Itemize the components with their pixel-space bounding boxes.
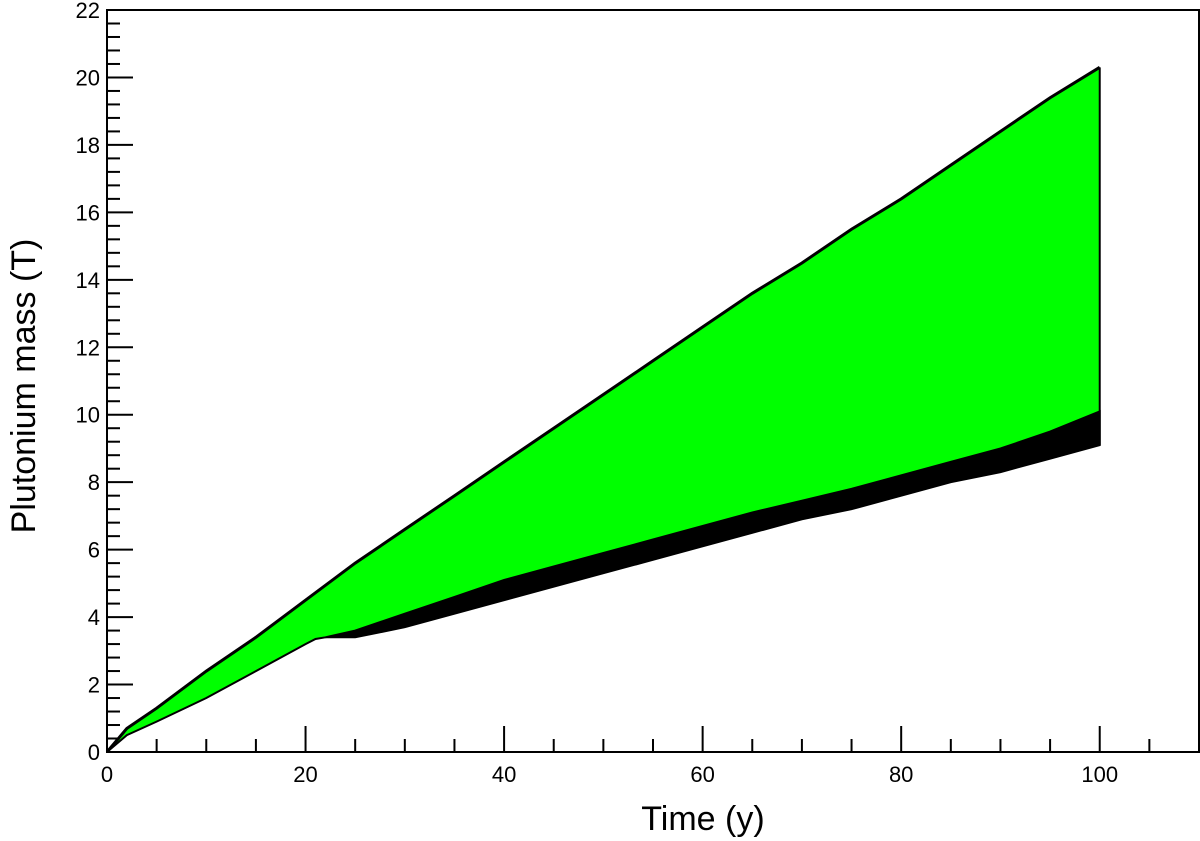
y-tick-label: 6	[88, 538, 100, 563]
y-tick-label: 4	[88, 605, 100, 630]
series-lower-edge	[106, 410, 1101, 753]
y-tick-label: 18	[76, 133, 100, 158]
x-tick-label: 20	[293, 762, 317, 787]
y-axis: 0 2 4 6 8 10 12 14 16 18 20 22	[76, 0, 133, 765]
x-axis-title: Time (y)	[641, 800, 764, 838]
x-tick-label: 60	[690, 762, 714, 787]
y-tick-label: 22	[76, 0, 100, 23]
x-axis: 0 20 40 60 80 100	[101, 726, 1200, 787]
y-tick-label: 12	[76, 335, 100, 360]
y-tick-label: 0	[88, 740, 100, 765]
series-upper-edge	[105, 66, 1101, 753]
x-tick-label: 100	[1081, 762, 1118, 787]
x-tick-label: 0	[101, 762, 113, 787]
plot-area	[105, 66, 1101, 753]
y-tick-label: 16	[76, 200, 100, 225]
x-tick-label: 40	[492, 762, 516, 787]
y-tick-label: 10	[76, 403, 100, 428]
y-tick-label: 8	[88, 470, 100, 495]
series-area-fill	[107, 67, 1100, 753]
y-axis-title: Plutonium mass (T)	[5, 239, 43, 534]
y-tick-label: 14	[76, 268, 100, 293]
x-tick-label: 80	[889, 762, 913, 787]
y-tick-label: 2	[88, 673, 100, 698]
y-tick-label: 20	[76, 65, 100, 90]
